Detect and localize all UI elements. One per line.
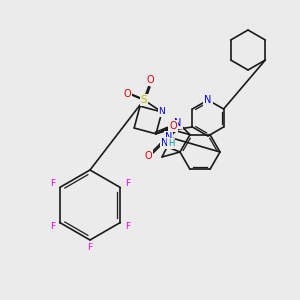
Text: F: F [125, 222, 130, 231]
Text: O: O [169, 121, 177, 131]
Text: H: H [168, 139, 174, 148]
Text: N: N [165, 132, 172, 142]
Text: N: N [158, 107, 165, 116]
Text: N: N [161, 138, 169, 148]
Text: O: O [146, 75, 154, 85]
Text: O: O [144, 151, 152, 161]
Text: O: O [123, 89, 131, 99]
Text: F: F [50, 179, 55, 188]
Polygon shape [156, 128, 169, 134]
Text: N: N [174, 118, 182, 128]
Text: F: F [125, 179, 130, 188]
Text: S: S [140, 95, 147, 105]
Text: F: F [50, 222, 55, 231]
Text: N: N [204, 95, 212, 105]
Text: F: F [87, 244, 93, 253]
